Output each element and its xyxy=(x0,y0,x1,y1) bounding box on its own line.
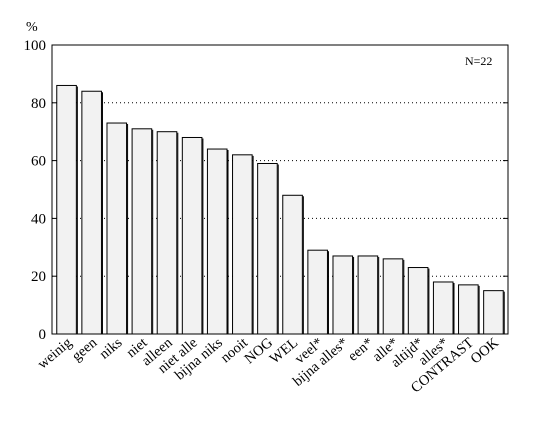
bar xyxy=(106,122,128,335)
y-unit-label: % xyxy=(26,20,38,35)
sample-size-annotation: N=22 xyxy=(465,54,492,68)
bar xyxy=(332,255,354,335)
bar xyxy=(407,267,429,335)
bar xyxy=(56,84,77,335)
bar xyxy=(458,284,479,335)
bar xyxy=(131,128,153,335)
bar xyxy=(232,154,253,335)
y-tick-label: 100 xyxy=(24,38,47,54)
bar xyxy=(156,131,178,335)
bar xyxy=(206,148,228,335)
bar xyxy=(357,255,379,335)
bars xyxy=(56,84,505,335)
y-tick-label: 20 xyxy=(31,269,46,285)
bar xyxy=(382,258,404,335)
bar xyxy=(181,136,203,335)
x-category-label: een* xyxy=(345,335,376,365)
y-tick-label: 0 xyxy=(39,327,47,343)
bar xyxy=(257,162,278,335)
bar xyxy=(282,194,303,335)
y-tick-label: 80 xyxy=(31,96,46,112)
bar xyxy=(307,249,328,335)
x-category-label: OOK xyxy=(468,334,503,367)
bar xyxy=(432,281,454,335)
bar xyxy=(483,290,504,335)
y-axis: 0 20 40 60 80 100 xyxy=(24,38,508,343)
y-tick-label: 60 xyxy=(31,154,46,170)
bar xyxy=(81,90,102,335)
y-tick-label: 40 xyxy=(31,211,46,227)
plot-frame xyxy=(51,44,509,335)
x-category-label: niks xyxy=(97,335,126,363)
